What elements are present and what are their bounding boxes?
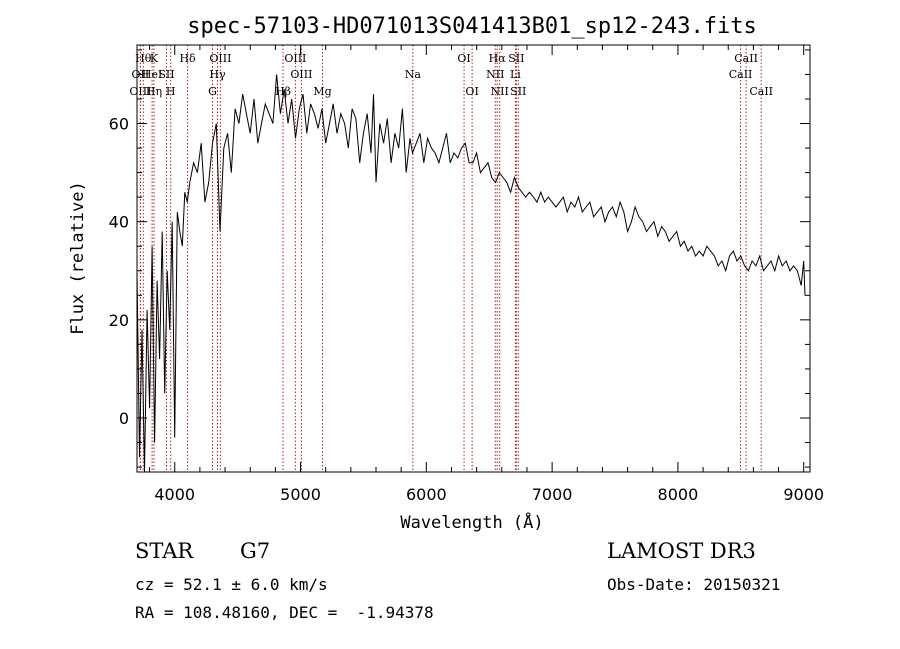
spectral-line-label: NII — [486, 68, 504, 81]
spectral-line-label: OIII — [284, 52, 306, 65]
x-tick-label: 9000 — [783, 485, 824, 504]
spectral-line-label: OI — [465, 85, 478, 98]
y-tick-label: 0 — [119, 409, 129, 428]
spectral-line-label: CaII — [729, 68, 753, 81]
x-tick-label: 4000 — [154, 485, 195, 504]
spectral-line-label: Hα — [489, 52, 507, 65]
chart-title: spec-57103-HD071013S041413B01_sp12-243.f… — [187, 14, 757, 39]
coordinates: RA = 108.48160, DEC = -1.94378 — [135, 603, 434, 622]
spectral-line-label: SII — [158, 68, 174, 81]
spectral-line-labels: HθOIIOIIIKHeIHηSIIHHδGHγOIIIHβOIIIOIIIMg… — [129, 52, 773, 98]
survey-name: LAMOST DR3 — [607, 539, 756, 563]
y-tick-label: 40 — [109, 213, 129, 232]
x-tick-label: 6000 — [406, 485, 447, 504]
spectral-line-label: Hθ — [135, 52, 152, 65]
x-tick-label: 7000 — [532, 485, 573, 504]
x-tick-label: 8000 — [658, 485, 699, 504]
spectral-line-label: CaII — [734, 52, 758, 65]
spectral-line-label: HeI — [142, 68, 162, 81]
spectral-line-label: K — [150, 52, 159, 65]
spectral-line-label: G — [208, 85, 217, 98]
observation-date: Obs-Date: 20150321 — [607, 575, 781, 594]
y-axis: 0 20 40 60 — [109, 49, 810, 468]
spectral-line-label: OI — [457, 52, 470, 65]
spectral-line-label: Li — [510, 68, 521, 81]
x-axis: 4000 5000 6000 7000 8000 9000 — [149, 45, 824, 504]
spectral-line-label: Mg — [313, 85, 331, 98]
y-axis-label: Flux (relative) — [68, 181, 88, 335]
spectral-line-label: Hδ — [179, 52, 196, 65]
redshift-velocity: cz = 52.1 ± 6.0 km/s — [135, 575, 328, 594]
spectral-line-label: OIII — [209, 52, 231, 65]
y-tick-label: 60 — [109, 115, 129, 134]
spectral-line-label: NII — [491, 85, 509, 98]
y-tick-label: 20 — [109, 311, 129, 330]
spectral-line-label: Hγ — [209, 68, 226, 81]
object-class: STAR — [135, 539, 194, 563]
x-tick-label: 5000 — [280, 485, 321, 504]
spectral-line-markers — [139, 45, 762, 472]
spectral-line-label: SII — [510, 85, 526, 98]
spectral-line-label: Na — [405, 68, 422, 81]
spectral-line-label: SII — [508, 52, 524, 65]
x-axis-label: Wavelength (Å) — [400, 511, 543, 533]
spectrum-line — [136, 74, 806, 473]
spectral-line-label: Hη — [146, 85, 162, 98]
plot-frame — [136, 44, 811, 473]
spectral-line-label: H — [166, 85, 176, 98]
spectral-line-label: OIII — [129, 85, 151, 98]
spectral-line-label: OIII — [290, 68, 312, 81]
object-subclass: G7 — [240, 539, 271, 563]
spectral-line-label: CaII — [749, 85, 773, 98]
